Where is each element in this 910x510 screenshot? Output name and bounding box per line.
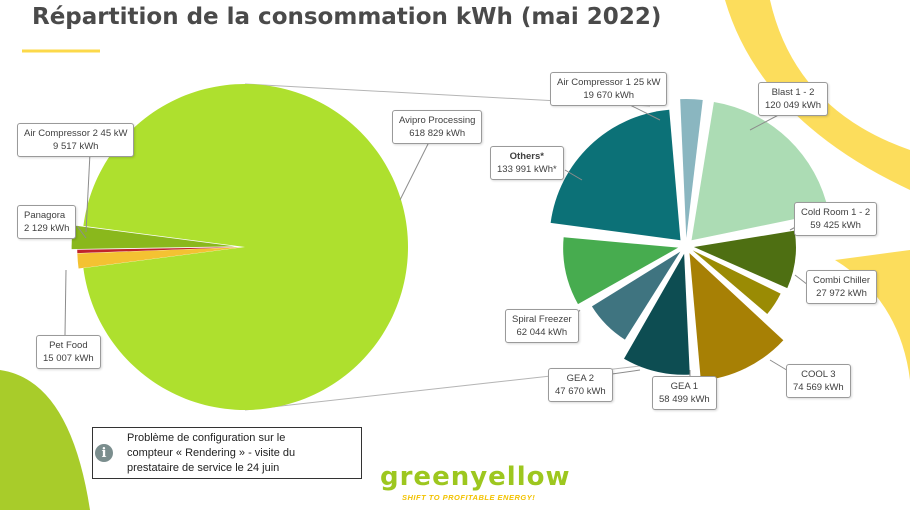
detail-pie (550, 99, 829, 381)
label-avipro-name: Avipro Processing (399, 115, 476, 126)
label-air-compressor-2: Air Compressor 2 45 kW 9 517 kWh (17, 123, 135, 157)
label-panagora-name: Panagora (24, 210, 66, 221)
label-blast-value: 120 049 kWh (765, 100, 821, 111)
green-arc-bottom-left (0, 370, 90, 510)
slice-air-compressor-2-45-kw (77, 247, 241, 269)
label-air-compressor-1-name: Air Compressor 1 25 kW (557, 77, 661, 88)
label-air-compressor-1-value: 19 670 kWh (583, 90, 635, 101)
leader-pet-food (64, 269, 67, 336)
yellow-arc-right (835, 250, 910, 380)
slice-combi-chiller (692, 250, 781, 314)
label-others-value: 133 991 kWh* (497, 164, 557, 175)
page-title: Répartition de la consommation kWh (mai … (32, 4, 662, 30)
leader-others (564, 169, 583, 181)
label-spiral-freezer-value: 62 044 kWh (516, 327, 568, 338)
label-others: Others* 133 991 kWh* (490, 146, 564, 180)
slice-gea-1 (624, 253, 690, 375)
label-panagora: Panagora 2 129 kWh (17, 205, 77, 239)
info-icon: i (95, 444, 113, 462)
slice-avipro-processing (83, 84, 408, 411)
label-pet-food-value: 15 007 kWh (43, 353, 94, 364)
leader-combi-chiller (794, 274, 809, 286)
label-combi-chiller-value: 27 972 kWh (816, 288, 867, 299)
main-pie (71, 84, 408, 411)
leader-gea2 (611, 369, 641, 375)
label-avipro: Avipro Processing 618 829 kWh (392, 110, 483, 144)
leader-lines (64, 104, 809, 378)
configuration-note-text: Problème de configuration sur le compteu… (127, 431, 296, 474)
leader-air-compressor-1 (629, 104, 661, 121)
white-arc-cutout (770, 0, 910, 150)
label-cold-room-name: Cold Room 1 - 2 (801, 207, 871, 218)
leader-panagora (76, 225, 87, 239)
logo-tagline: SHIFT TO PROFITABLE ENERGY! (402, 493, 536, 502)
label-combi-chiller-name: Combi Chiller (813, 275, 871, 286)
label-avipro-value: 618 829 kWh (409, 128, 466, 139)
label-panagora-value: 2 129 kWh (24, 223, 70, 234)
label-blast-name: Blast 1 - 2 (771, 87, 815, 98)
label-cool3-value: 74 569 kWh (793, 382, 844, 393)
configuration-note: i Problème de configuration sur le compt… (92, 427, 362, 479)
label-gea1-name: GEA 1 (670, 381, 699, 392)
label-gea1: GEA 1 58 499 kWh (652, 376, 717, 410)
label-cool3: COOL 3 74 569 kWh (786, 364, 851, 398)
slice-spiral-freezer (563, 237, 679, 305)
slice-air-compressor-1-25-kw (680, 99, 703, 239)
label-cold-room-value: 59 425 kWh (810, 220, 861, 231)
label-air-compressor-2-name: Air Compressor 2 45 kW (24, 128, 128, 139)
slice-panagora (77, 247, 241, 254)
label-blast: Blast 1 - 2 120 049 kWh (758, 82, 828, 116)
label-spiral-freezer-name: Spiral Freezer (512, 314, 572, 325)
label-others-name: Others* (509, 151, 544, 162)
label-air-compressor-2-value: 9 517 kWh (53, 141, 99, 152)
label-cold-room: Cold Room 1 - 2 59 425 kWh (794, 202, 878, 236)
label-air-compressor-1: Air Compressor 1 25 kW 19 670 kWh (550, 72, 668, 106)
slice-cool-3 (689, 253, 784, 381)
label-spiral-freezer: Spiral Freezer 62 044 kWh (505, 309, 579, 343)
slice-pet-food (71, 225, 235, 250)
label-cool3-name: COOL 3 (801, 369, 836, 380)
label-gea2: GEA 2 47 670 kWh (548, 368, 613, 402)
label-gea1-value: 58 499 kWh (659, 394, 710, 405)
leader-avipro (399, 139, 431, 201)
slice-gea-2 (591, 251, 681, 340)
label-gea2-name: GEA 2 (566, 373, 595, 384)
label-pet-food-name: Pet Food (49, 340, 88, 351)
label-gea2-value: 47 670 kWh (555, 386, 606, 397)
leader-air-compressor-2 (85, 152, 91, 233)
slice-cold-room-1-2 (693, 230, 796, 289)
label-pet-food: Pet Food 15 007 kWh (36, 335, 101, 369)
slice-others (550, 109, 681, 241)
greenyellow-logo: greenyellow SHIFT TO PROFITABLE ENERGY! (372, 462, 570, 508)
logo-wordmark: greenyellow (380, 462, 571, 492)
label-combi-chiller: Combi Chiller 27 972 kWh (806, 270, 878, 304)
